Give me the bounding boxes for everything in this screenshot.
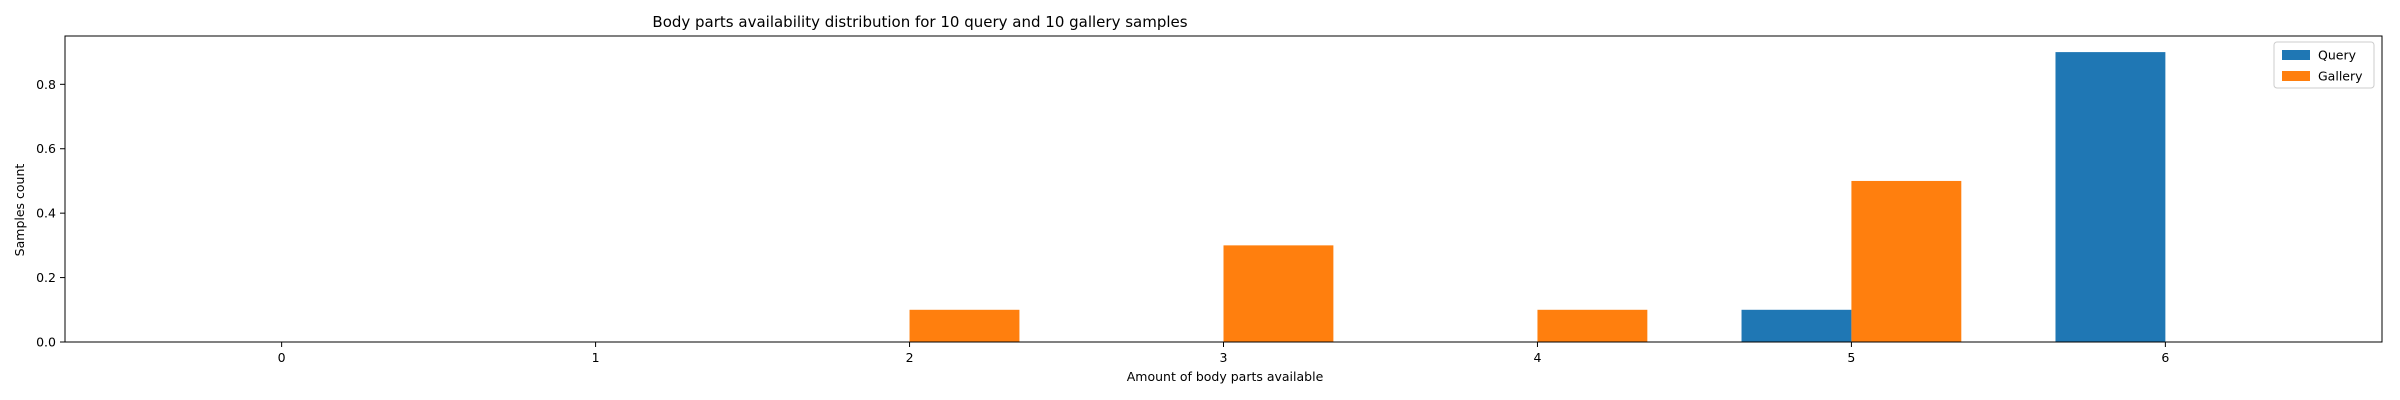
y-tick-label: 0.0	[36, 335, 56, 350]
plot-area	[64, 35, 2383, 343]
x-tick-label: 5	[1847, 350, 1855, 365]
x-tick-label: 4	[1533, 350, 1541, 365]
y-tick-label: 0.6	[36, 141, 56, 156]
y-tick-label: 0.2	[36, 270, 56, 285]
chart-title: Body parts availability distribution for…	[652, 13, 1187, 31]
x-axis: 0 1 2 3 4 5 6	[278, 342, 2169, 365]
x-axis-label: Amount of body parts available	[1127, 369, 1324, 384]
bar-gallery-5	[1851, 180, 1962, 342]
bar-query-5	[1741, 309, 1852, 342]
bar-gallery-3	[1223, 245, 1334, 342]
y-axis-label: Samples count	[12, 164, 27, 257]
x-tick-label: 1	[592, 350, 600, 365]
bar-gallery-4	[1537, 309, 1648, 342]
y-tick-label: 0.8	[36, 77, 56, 92]
bar-query-6	[2055, 52, 2166, 343]
x-tick-label: 6	[2161, 350, 2169, 365]
legend: Query Gallery	[2273, 41, 2375, 89]
bar-gallery-2	[909, 309, 1020, 342]
x-tick-label: 3	[1220, 350, 1228, 365]
y-axis: 0.0 0.2 0.4 0.6 0.8	[36, 77, 65, 350]
y-tick-label: 0.4	[36, 206, 56, 221]
x-tick-label: 2	[906, 350, 914, 365]
legend-label-gallery: Gallery	[2318, 69, 2363, 84]
x-tick-label: 0	[278, 350, 286, 365]
legend-swatch-gallery	[2282, 71, 2310, 81]
legend-swatch-query	[2282, 50, 2310, 60]
legend-label-query: Query	[2318, 48, 2357, 63]
